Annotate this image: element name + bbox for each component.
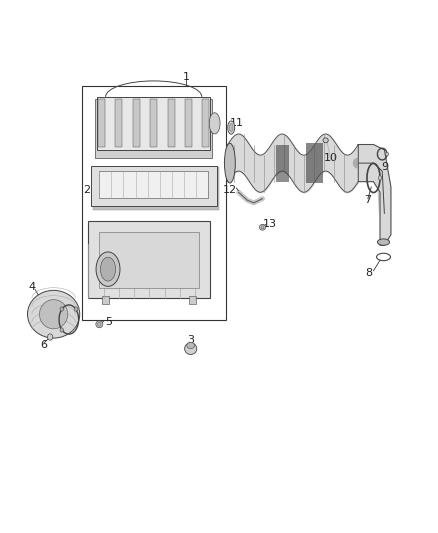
Ellipse shape	[209, 113, 220, 134]
Ellipse shape	[60, 307, 64, 311]
Bar	[306, 143, 323, 183]
Ellipse shape	[74, 307, 78, 311]
Text: 1: 1	[183, 71, 190, 82]
Ellipse shape	[385, 152, 389, 156]
Ellipse shape	[230, 124, 233, 132]
FancyBboxPatch shape	[95, 100, 212, 158]
Text: 12: 12	[223, 184, 237, 195]
Ellipse shape	[323, 138, 328, 143]
Text: 13: 13	[263, 219, 277, 229]
Bar	[91, 166, 217, 206]
Ellipse shape	[60, 328, 64, 332]
Ellipse shape	[98, 322, 101, 326]
Ellipse shape	[28, 290, 80, 338]
Text: 7: 7	[364, 195, 371, 205]
Bar	[97, 97, 210, 150]
Polygon shape	[358, 144, 391, 245]
Text: 4: 4	[28, 281, 35, 292]
Bar	[150, 100, 157, 147]
Ellipse shape	[185, 343, 197, 354]
Text: 8: 8	[366, 268, 373, 278]
Bar	[116, 100, 122, 147]
Bar	[133, 100, 140, 147]
Bar	[276, 144, 289, 182]
Text: 5: 5	[106, 317, 113, 327]
Text: 10: 10	[324, 154, 338, 163]
Ellipse shape	[378, 239, 390, 245]
Ellipse shape	[224, 143, 235, 183]
Bar	[88, 221, 210, 298]
Ellipse shape	[378, 176, 382, 180]
Bar	[202, 100, 209, 147]
Ellipse shape	[96, 252, 120, 286]
Text: 3: 3	[187, 335, 194, 345]
Text: 2: 2	[83, 184, 90, 195]
Ellipse shape	[100, 257, 116, 281]
Ellipse shape	[39, 300, 68, 329]
Bar	[168, 100, 175, 147]
Text: 11: 11	[230, 118, 244, 128]
Text: 9: 9	[381, 162, 389, 172]
Bar	[99, 171, 208, 198]
Ellipse shape	[96, 321, 103, 328]
Bar	[93, 167, 219, 210]
Bar	[98, 100, 105, 147]
Bar	[102, 296, 110, 304]
Ellipse shape	[228, 121, 235, 134]
Ellipse shape	[47, 334, 53, 340]
Ellipse shape	[261, 225, 264, 229]
Ellipse shape	[187, 342, 194, 349]
Bar	[185, 100, 192, 147]
Ellipse shape	[259, 224, 265, 230]
Bar	[99, 232, 199, 288]
Text: 6: 6	[41, 340, 48, 350]
Bar	[82, 86, 226, 319]
Bar	[189, 296, 196, 304]
